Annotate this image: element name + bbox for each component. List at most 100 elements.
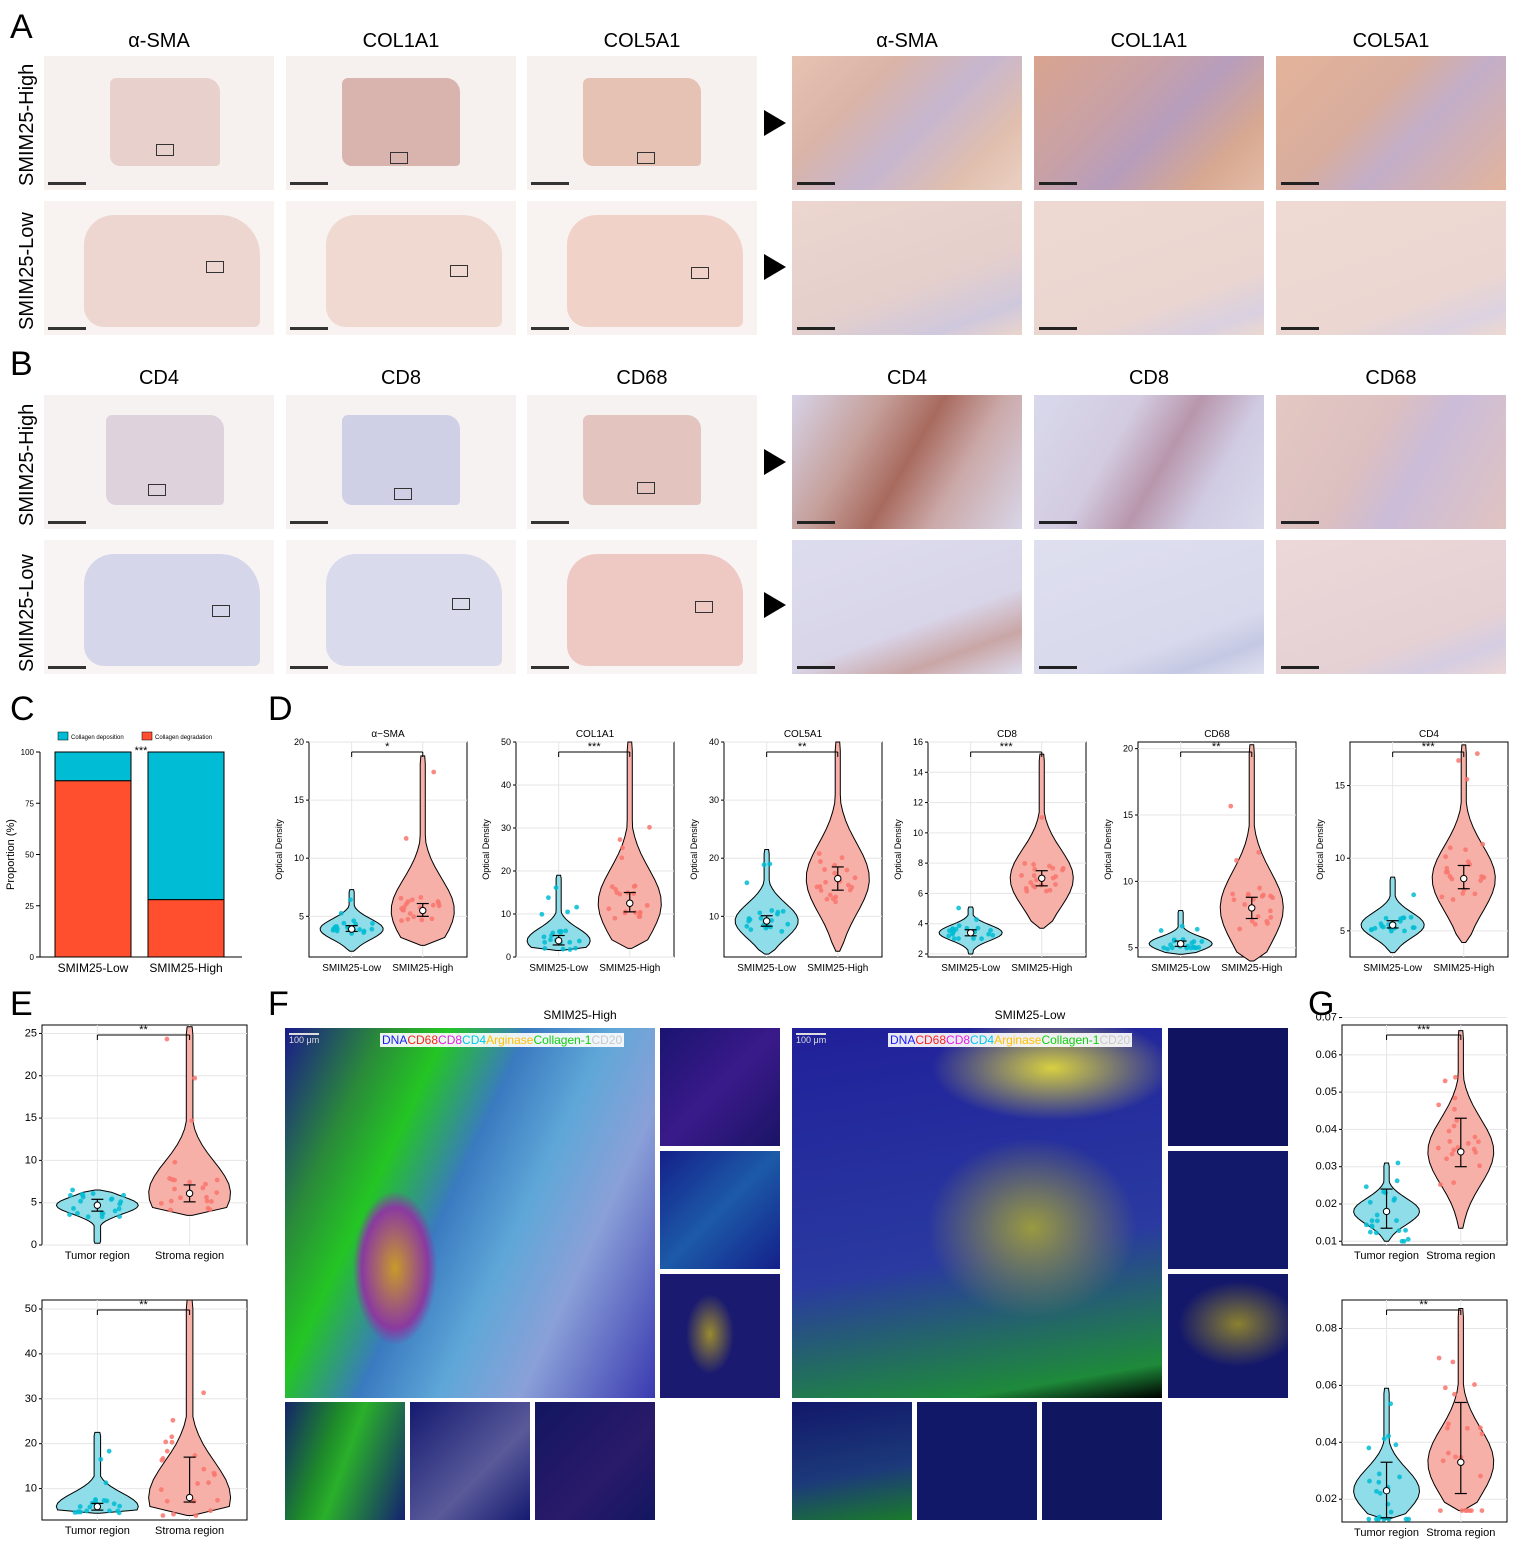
data-point [214, 1177, 220, 1183]
data-point [430, 902, 436, 908]
data-point [1469, 1508, 1474, 1514]
data-point [1379, 923, 1385, 929]
y-tick-label: 10 [1335, 853, 1345, 863]
data-point [1436, 1355, 1442, 1361]
imc-channel-cd8 [1168, 1028, 1288, 1146]
y-tick-label: 0 [30, 953, 35, 962]
data-point [951, 936, 957, 942]
data-point [178, 1195, 183, 1201]
y-tick-label: 0.02 [1316, 1493, 1337, 1505]
x-tick-label: Stroma region [155, 1250, 224, 1262]
slide-thumbnail [527, 395, 757, 529]
data-point [1367, 1229, 1373, 1235]
zoom-image [792, 395, 1022, 529]
data-point [545, 895, 551, 901]
significance-label: *** [588, 741, 602, 753]
data-point [215, 1497, 220, 1503]
data-point [612, 915, 618, 921]
data-point [1257, 885, 1262, 891]
data-point [1039, 815, 1045, 820]
data-point [1472, 891, 1478, 897]
data-point [636, 914, 642, 919]
data-point [1437, 1182, 1443, 1187]
panel-b-title-3: CD68 [616, 367, 668, 389]
zoom-image [1034, 395, 1264, 529]
data-point [195, 1481, 201, 1486]
significance-label: ** [139, 1024, 148, 1036]
data-point [117, 1214, 122, 1219]
significance-label: ** [1212, 741, 1221, 753]
data-point [1478, 1473, 1483, 1479]
data-point [1444, 865, 1450, 871]
data-point [1264, 918, 1270, 924]
data-point [1464, 1508, 1470, 1514]
data-point [761, 862, 767, 868]
data-point [1436, 1102, 1442, 1108]
violin-shape [597, 741, 662, 949]
zoom-image [1034, 540, 1264, 674]
data-point [1168, 942, 1173, 948]
y-tick-label: 0.04 [1316, 1123, 1337, 1135]
bar-segment [54, 751, 132, 782]
imc-channel-cd8 [660, 1028, 780, 1146]
y-tick-label: 10 [25, 1154, 37, 1166]
arrow-icon [764, 110, 786, 136]
y-tick-label: 15 [1123, 810, 1133, 820]
x-tick-label: Stroma region [1426, 1250, 1495, 1262]
data-point [419, 917, 425, 923]
data-point [1445, 1425, 1450, 1431]
data-point [1479, 1508, 1485, 1514]
data-point [631, 891, 637, 896]
median-point [1388, 921, 1397, 929]
data-point [746, 916, 752, 921]
data-point [399, 918, 404, 924]
y-axis-label: Optical Density [1103, 819, 1113, 880]
data-point [609, 884, 615, 890]
legend-cd8: CD8 [946, 1033, 971, 1047]
data-point [1256, 849, 1262, 855]
chart-title: CD68 [1204, 729, 1230, 740]
data-point [1363, 1184, 1369, 1190]
data-point [435, 899, 441, 904]
slide-thumbnail [44, 201, 274, 335]
data-point [775, 909, 781, 915]
zoom-image [792, 201, 1022, 335]
data-point [1451, 1180, 1457, 1186]
median-point [185, 1189, 194, 1198]
x-tick-label: Tumor region [1354, 1527, 1419, 1539]
chart-title: COL5A1 [784, 729, 823, 740]
y-tick-label: 15 [294, 795, 304, 805]
data-point [1158, 928, 1164, 933]
scale-label: 100 μm [289, 1035, 320, 1045]
data-point [576, 938, 582, 944]
x-tick-label: Stroma region [1426, 1527, 1495, 1539]
x-tick-label: SMIM25-High [1011, 963, 1072, 974]
data-point [1453, 1074, 1458, 1080]
data-point [644, 902, 650, 908]
data-point [1445, 1450, 1451, 1456]
data-point [1464, 776, 1470, 782]
median-point [834, 874, 842, 883]
median-point [1460, 874, 1468, 883]
data-point [1394, 1178, 1400, 1184]
imc-low-title: SMIM25-Low [994, 1008, 1066, 1022]
bar-segment [147, 899, 225, 958]
data-point [1388, 1401, 1394, 1407]
legend-cd4: CD4 [970, 1033, 995, 1047]
data-point [986, 931, 992, 937]
legend-cd20: CD20 [591, 1033, 623, 1047]
y-tick-label: 4 [918, 919, 923, 929]
data-point [106, 1448, 112, 1454]
data-point [1449, 876, 1455, 882]
slide-thumbnail [44, 56, 274, 190]
significance-label: *** [1000, 741, 1014, 753]
data-point [338, 910, 344, 916]
data-point [1480, 841, 1486, 847]
data-point [411, 914, 417, 920]
data-point [1411, 892, 1417, 898]
data-point [1439, 894, 1445, 900]
significance-label: *** [1417, 1024, 1431, 1036]
data-point [1437, 1508, 1443, 1514]
y-tick-label: 14 [913, 767, 923, 777]
y-axis-label: Proportion (%) [5, 819, 17, 890]
